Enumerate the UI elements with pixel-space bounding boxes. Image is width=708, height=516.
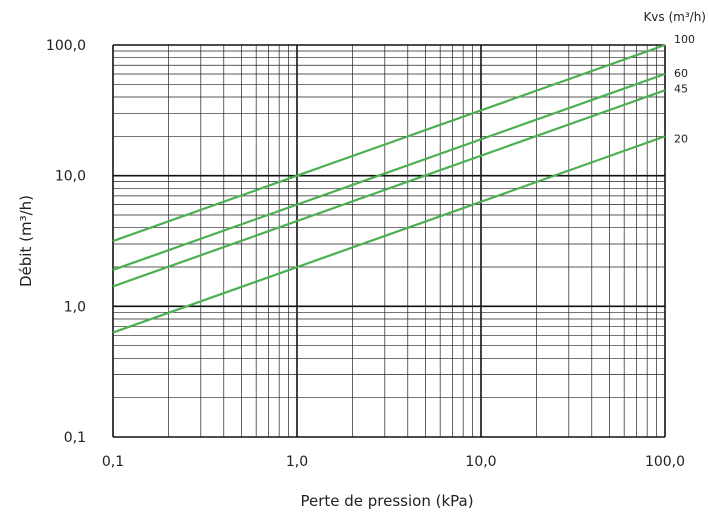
- tick-labels: 0,1 1,0 10,0 100,0 0,1 1,0 10,0 100,0: [46, 38, 685, 470]
- series-label-kvs-20: 20: [674, 132, 688, 145]
- series-label-kvs-60: 60: [674, 67, 688, 80]
- series-lines: [112, 43, 666, 334]
- series-line-kvs-45: [112, 89, 666, 288]
- y-tick-label: 10,0: [55, 169, 86, 185]
- x-tick-label: 10,0: [465, 454, 496, 470]
- y-axis-title: Débit (m³/h): [17, 195, 35, 287]
- y-tick-label: 0,1: [64, 430, 86, 446]
- series-line-kvs-100: [112, 43, 666, 243]
- series-label-kvs-45: 45: [674, 82, 688, 95]
- x-axis-title: Perte de pression (kPa): [300, 492, 473, 510]
- grid: [112, 44, 666, 438]
- series-label-kvs-100: 100: [674, 33, 695, 46]
- series-labels: 100 60 45 20: [674, 33, 695, 145]
- y-tick-label: 100,0: [46, 38, 86, 54]
- series-line-kvs-20: [112, 135, 666, 334]
- x-tick-label: 1,0: [286, 454, 308, 470]
- series-label-title: Kvs (m³/h): [643, 10, 706, 24]
- x-tick-label: 100,0: [645, 454, 685, 470]
- series-line-kvs-60: [112, 72, 666, 271]
- y-tick-label: 1,0: [64, 299, 86, 315]
- x-tick-label: 0,1: [102, 454, 124, 470]
